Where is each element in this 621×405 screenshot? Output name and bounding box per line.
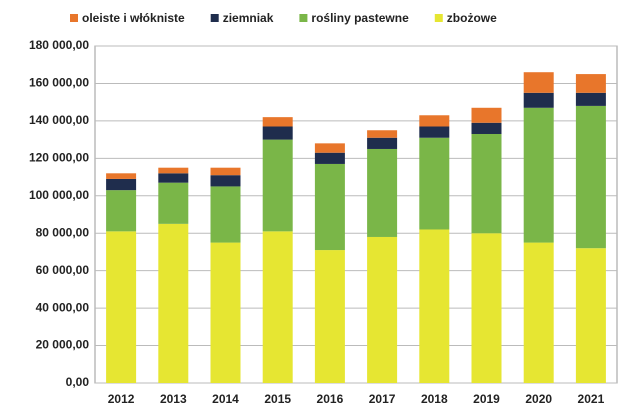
bar-segment	[106, 231, 137, 383]
bar-segment	[523, 242, 554, 383]
x-tick-label: 2020	[525, 392, 552, 405]
bar-segment	[158, 182, 189, 224]
y-tick-label: 60 000,00	[36, 263, 90, 277]
legend-label: ziemniak	[223, 11, 274, 25]
bar-segment	[367, 236, 398, 383]
bar-segment	[314, 163, 345, 251]
bar-segment	[471, 107, 502, 123]
bar-segment	[314, 143, 345, 153]
x-tick-label: 2013	[160, 392, 187, 405]
x-tick-label: 2015	[264, 392, 291, 405]
bar-segment	[210, 242, 241, 383]
y-tick-label: 140 000,00	[29, 113, 89, 127]
x-tick-label: 2016	[317, 392, 344, 405]
legend-swatch	[299, 14, 308, 22]
bar-segment	[419, 126, 450, 138]
bar-segment	[575, 74, 606, 93]
legend-swatch	[210, 14, 219, 22]
bar-segment	[106, 190, 137, 232]
bar-segment	[262, 126, 293, 140]
bar-segment	[367, 148, 398, 237]
bar-segment	[471, 233, 502, 383]
x-tick-label: 2021	[578, 392, 605, 405]
bar-segment	[210, 175, 241, 187]
bar-segment	[471, 122, 502, 134]
y-tick-label: 40 000,00	[36, 300, 90, 314]
bar-segment	[367, 137, 398, 149]
bar-segment	[523, 107, 554, 243]
y-tick-label: 120 000,00	[29, 151, 89, 165]
bar-segment	[210, 167, 241, 176]
bar-segment	[419, 115, 450, 127]
legend-label: rośliny pastewne	[311, 11, 409, 25]
x-tick-label: 2012	[108, 392, 135, 405]
bar-segment	[158, 167, 189, 174]
bar-segment	[262, 231, 293, 383]
bar-segment	[575, 105, 606, 249]
bar-segment	[158, 173, 189, 183]
legend-swatch	[434, 14, 443, 22]
legend-label: oleiste i włókniste	[82, 11, 185, 25]
y-tick-label: 80 000,00	[36, 225, 90, 239]
bar-segment	[106, 173, 137, 179]
bar-segment	[158, 223, 189, 383]
x-tick-label: 2018	[421, 392, 448, 405]
bar-segment	[419, 137, 450, 230]
x-tick-label: 2014	[212, 392, 239, 405]
y-tick-label: 20 000,00	[36, 338, 90, 352]
y-tick-label: 180 000,00	[29, 38, 89, 52]
x-tick-label: 2019	[473, 392, 500, 405]
bar-segment	[471, 133, 502, 234]
legend-label: zbożowe	[447, 11, 497, 25]
bar-segment	[262, 117, 293, 127]
bar-segment	[262, 139, 293, 232]
bar-segment	[575, 248, 606, 383]
y-tick-label: 100 000,00	[29, 188, 89, 202]
bar-segment	[210, 186, 241, 243]
bar-segment	[106, 178, 137, 191]
y-tick-label: 0,00	[66, 375, 90, 389]
x-tick-label: 2017	[369, 392, 396, 405]
bar-segment	[314, 250, 345, 383]
legend-swatch	[70, 14, 78, 22]
y-tick-label: 160 000,00	[29, 76, 89, 90]
bar-segment	[314, 152, 345, 164]
bar-segment	[523, 72, 554, 93]
bar-segment	[367, 130, 398, 138]
bar-segment	[575, 92, 606, 106]
bar-segment	[523, 92, 554, 108]
bar-segment	[419, 229, 450, 383]
